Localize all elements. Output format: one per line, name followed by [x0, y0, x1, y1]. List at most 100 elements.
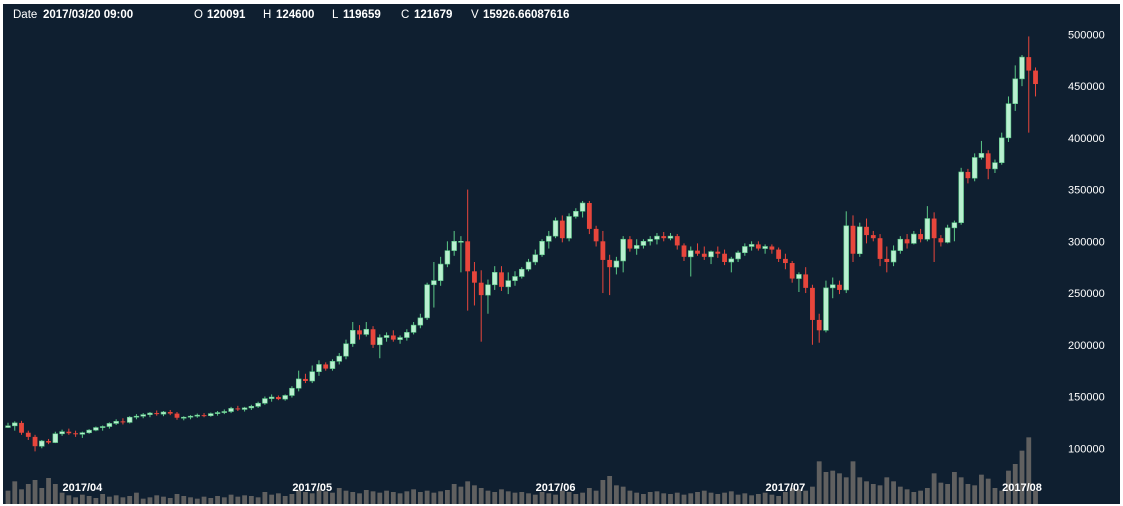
volume-bar: [12, 481, 18, 504]
volume-bar: [134, 492, 139, 504]
candle: [383, 332, 390, 342]
candle: [512, 271, 518, 286]
volume-bar: [1033, 490, 1038, 504]
volume-bar: [762, 492, 768, 504]
candle: [769, 244, 775, 254]
y-tick-label: 500000: [1068, 29, 1105, 41]
volume-bar: [363, 490, 369, 504]
volume-bar: [499, 489, 504, 504]
candle-body: [654, 235, 660, 240]
candle: [86, 429, 92, 434]
candle-body: [113, 421, 119, 424]
volume-bar: [478, 488, 484, 504]
volume-bar: [789, 488, 795, 504]
volume-bar: [323, 491, 329, 504]
candle-body: [850, 225, 856, 254]
candle-body: [437, 263, 444, 281]
candle: [654, 233, 660, 245]
candle-body: [640, 241, 647, 246]
volume-bar: [803, 490, 809, 504]
candle-body: [816, 319, 822, 331]
date-value: 2017/03/20 09:00: [43, 9, 134, 21]
volume-bar: [52, 484, 58, 504]
candle: [201, 413, 207, 418]
candle-body: [532, 254, 538, 263]
y-tick-label: 400000: [1068, 133, 1105, 145]
candle-body: [607, 259, 613, 268]
candle-body: [728, 258, 735, 263]
candle: [133, 414, 140, 420]
candle-body: [748, 244, 755, 247]
candle-body: [282, 395, 288, 400]
candle: [593, 225, 599, 247]
candle: [329, 359, 336, 371]
candle: [46, 438, 51, 445]
open-label: O: [194, 9, 203, 21]
volume-bar: [573, 494, 579, 504]
candle-body: [424, 284, 430, 319]
volume-bar: [1026, 437, 1032, 504]
volume-bar: [242, 495, 247, 504]
candle: [620, 236, 626, 273]
candle-body: [390, 335, 396, 340]
y-tick-label: 100000: [1068, 443, 1105, 455]
volume-bar: [586, 488, 592, 504]
candle-body: [579, 202, 586, 212]
candle: [93, 426, 99, 432]
candle-body: [992, 162, 998, 170]
candle: [918, 228, 923, 243]
candle: [397, 335, 403, 344]
candle-body: [160, 411, 167, 415]
candle-body: [837, 284, 842, 290]
candle-body: [140, 414, 146, 417]
candle: [661, 231, 667, 242]
candle-body: [519, 268, 525, 277]
candle: [377, 334, 383, 359]
volume-bar: [194, 498, 200, 504]
volume-bar: [641, 494, 646, 504]
volume-bar: [276, 493, 281, 504]
volume-bar: [823, 472, 829, 504]
candle-body: [472, 271, 477, 283]
candle-body: [431, 280, 437, 286]
candle-body: [1033, 70, 1038, 85]
candle: [742, 243, 748, 256]
candle: [897, 236, 904, 254]
candle: [1005, 96, 1012, 142]
candle: [106, 422, 113, 429]
candle-body: [512, 276, 518, 281]
candle-body: [796, 274, 802, 279]
candle: [444, 241, 451, 268]
volume-bar: [958, 477, 964, 504]
volume-bar: [472, 485, 477, 504]
candle-body: [350, 329, 356, 345]
candle-body: [485, 284, 491, 296]
candle-body: [329, 361, 336, 369]
candle: [532, 249, 538, 266]
candle: [938, 235, 944, 247]
candle-body: [843, 225, 849, 291]
volume-bar: [458, 486, 464, 504]
candle-body: [499, 272, 504, 287]
candle-body: [938, 238, 944, 243]
candle-body: [830, 284, 836, 289]
volume-bar: [911, 492, 917, 504]
volume-bar: [668, 494, 673, 504]
candle: [417, 313, 424, 329]
candle-body: [931, 218, 937, 239]
candle-body: [505, 280, 511, 288]
candle: [472, 262, 477, 306]
candle: [837, 280, 842, 295]
volume-bar: [695, 492, 700, 504]
volume-bar: [46, 478, 51, 504]
candle-body: [32, 436, 38, 447]
volume-bar: [59, 492, 65, 504]
candle-body: [877, 238, 883, 259]
candle: [864, 218, 869, 244]
candle-body: [661, 236, 667, 239]
volume-bar: [147, 497, 153, 504]
candle: [221, 409, 228, 415]
chart-plot: 500000 450000 400000 350000 300000 250000 2000…: [5, 29, 1105, 504]
candle-body: [248, 406, 255, 409]
